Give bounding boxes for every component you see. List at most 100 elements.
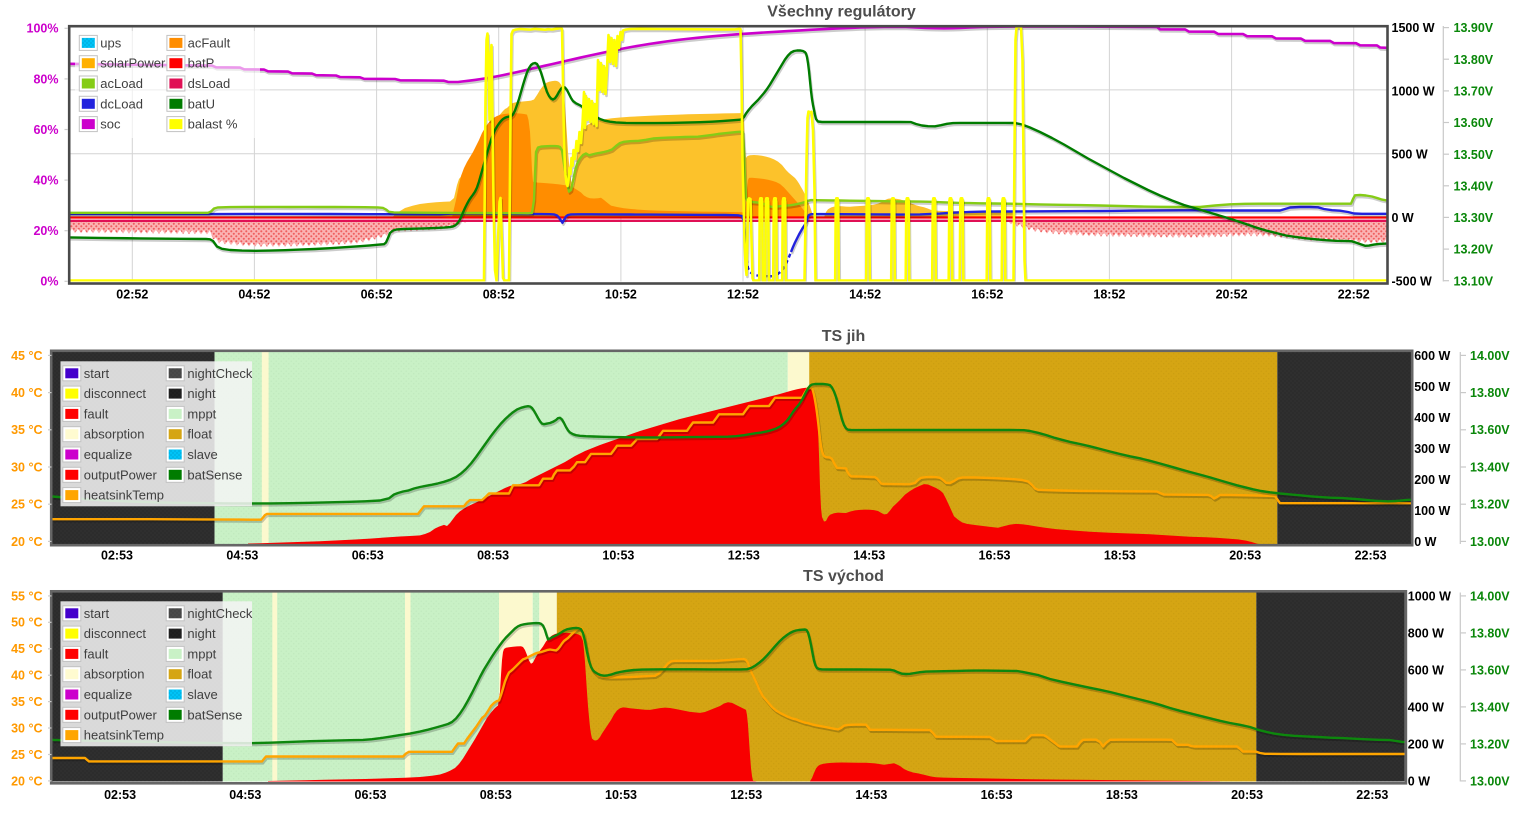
svg-text:30 °C: 30 °C — [11, 721, 42, 735]
svg-text:16:53: 16:53 — [979, 549, 1011, 563]
svg-text:02:53: 02:53 — [104, 788, 136, 802]
svg-text:12:53: 12:53 — [728, 549, 760, 563]
svg-text:600 W: 600 W — [1408, 663, 1444, 677]
svg-text:16:53: 16:53 — [981, 788, 1013, 802]
svg-text:10:52: 10:52 — [605, 287, 637, 301]
svg-text:night: night — [187, 626, 216, 641]
svg-text:25 °C: 25 °C — [11, 748, 42, 762]
svg-text:mppt: mppt — [187, 646, 216, 661]
svg-text:float: float — [187, 667, 212, 682]
svg-text:06:52: 06:52 — [361, 287, 393, 301]
svg-text:1500 W: 1500 W — [1392, 21, 1435, 35]
svg-text:fault: fault — [84, 646, 109, 661]
svg-text:600 W: 600 W — [1414, 349, 1450, 363]
svg-text:25 °C: 25 °C — [11, 498, 42, 512]
svg-text:batSense: batSense — [187, 707, 242, 722]
svg-text:45 °C: 45 °C — [11, 349, 42, 363]
svg-text:13.20V: 13.20V — [1454, 243, 1494, 257]
svg-text:22:53: 22:53 — [1355, 549, 1387, 563]
svg-text:balast %: balast % — [188, 117, 238, 132]
svg-text:10:53: 10:53 — [602, 549, 634, 563]
svg-text:13.10V: 13.10V — [1454, 274, 1494, 288]
svg-text:13.80V: 13.80V — [1470, 386, 1510, 400]
svg-text:18:53: 18:53 — [1104, 549, 1136, 563]
svg-text:16:52: 16:52 — [971, 287, 1003, 301]
svg-text:14:52: 14:52 — [849, 287, 881, 301]
svg-text:absorption: absorption — [84, 667, 145, 682]
svg-text:40 °C: 40 °C — [11, 669, 42, 683]
svg-text:20 °C: 20 °C — [11, 535, 42, 549]
svg-text:13.60V: 13.60V — [1470, 663, 1510, 677]
svg-text:35 °C: 35 °C — [11, 423, 42, 437]
svg-text:20:53: 20:53 — [1231, 788, 1263, 802]
svg-text:13.80V: 13.80V — [1454, 53, 1494, 67]
svg-text:14:53: 14:53 — [855, 788, 887, 802]
svg-text:nightCheck: nightCheck — [187, 606, 253, 621]
svg-text:equalize: equalize — [84, 687, 132, 702]
svg-text:soc: soc — [100, 117, 121, 132]
svg-text:20 °C: 20 °C — [11, 774, 42, 788]
svg-text:13.00V: 13.00V — [1470, 774, 1510, 788]
svg-text:08:53: 08:53 — [477, 549, 509, 563]
svg-text:20%: 20% — [33, 224, 58, 238]
svg-text:13.80V: 13.80V — [1470, 626, 1510, 640]
svg-text:outputPower: outputPower — [84, 707, 158, 722]
svg-text:14.00V: 14.00V — [1470, 349, 1510, 363]
svg-text:absorption: absorption — [84, 427, 145, 442]
svg-text:mppt: mppt — [187, 406, 216, 421]
svg-text:acLoad: acLoad — [100, 76, 143, 91]
svg-text:20:52: 20:52 — [1216, 287, 1248, 301]
svg-text:start: start — [84, 606, 110, 621]
svg-text:TS východ: TS východ — [803, 568, 884, 585]
svg-text:40 °C: 40 °C — [11, 386, 42, 400]
svg-text:13.40V: 13.40V — [1470, 460, 1510, 474]
svg-text:0 W: 0 W — [1408, 774, 1430, 788]
svg-text:13.50V: 13.50V — [1454, 148, 1494, 162]
svg-text:200 W: 200 W — [1414, 473, 1450, 487]
svg-text:14:53: 14:53 — [853, 549, 885, 563]
svg-text:13.60V: 13.60V — [1470, 423, 1510, 437]
svg-text:dcLoad: dcLoad — [100, 96, 143, 111]
svg-text:100%: 100% — [27, 22, 59, 36]
svg-text:Všechny regulátory: Všechny regulátory — [767, 4, 916, 21]
svg-text:equalize: equalize — [84, 447, 132, 462]
svg-text:13.70V: 13.70V — [1454, 85, 1494, 99]
svg-text:0%: 0% — [40, 275, 58, 289]
svg-text:400 W: 400 W — [1408, 700, 1444, 714]
svg-text:13.40V: 13.40V — [1470, 700, 1510, 714]
svg-text:60%: 60% — [33, 123, 58, 137]
svg-text:40%: 40% — [33, 174, 58, 188]
svg-text:float: float — [187, 427, 212, 442]
svg-text:06:53: 06:53 — [355, 788, 387, 802]
svg-text:200 W: 200 W — [1408, 737, 1444, 751]
svg-text:solarPower: solarPower — [100, 56, 166, 71]
svg-text:20:53: 20:53 — [1229, 549, 1261, 563]
svg-text:02:53: 02:53 — [101, 549, 133, 563]
svg-text:1000 W: 1000 W — [1408, 589, 1451, 603]
svg-text:13.40V: 13.40V — [1454, 179, 1494, 193]
svg-text:300 W: 300 W — [1414, 442, 1450, 456]
svg-text:04:53: 04:53 — [226, 549, 258, 563]
svg-text:500 W: 500 W — [1392, 148, 1428, 162]
svg-text:13.20V: 13.20V — [1470, 498, 1510, 512]
svg-text:batU: batU — [188, 96, 215, 111]
svg-text:50 °C: 50 °C — [11, 616, 42, 630]
svg-text:500 W: 500 W — [1414, 380, 1450, 394]
svg-text:80%: 80% — [33, 72, 58, 86]
svg-text:disconnect: disconnect — [84, 386, 147, 401]
svg-text:nightCheck: nightCheck — [187, 366, 253, 381]
svg-text:30 °C: 30 °C — [11, 460, 42, 474]
svg-text:disconnect: disconnect — [84, 626, 147, 641]
svg-text:100 W: 100 W — [1414, 504, 1450, 518]
svg-text:18:53: 18:53 — [1106, 788, 1138, 802]
svg-text:04:52: 04:52 — [238, 287, 270, 301]
svg-text:22:53: 22:53 — [1356, 788, 1388, 802]
svg-text:400 W: 400 W — [1414, 411, 1450, 425]
svg-text:slave: slave — [187, 447, 217, 462]
svg-text:heatsinkTemp: heatsinkTemp — [84, 488, 164, 503]
svg-text:04:53: 04:53 — [229, 788, 261, 802]
svg-text:batSense: batSense — [187, 467, 242, 482]
svg-text:acFault: acFault — [188, 35, 231, 50]
svg-text:batP: batP — [188, 56, 215, 71]
svg-text:55 °C: 55 °C — [11, 589, 42, 603]
